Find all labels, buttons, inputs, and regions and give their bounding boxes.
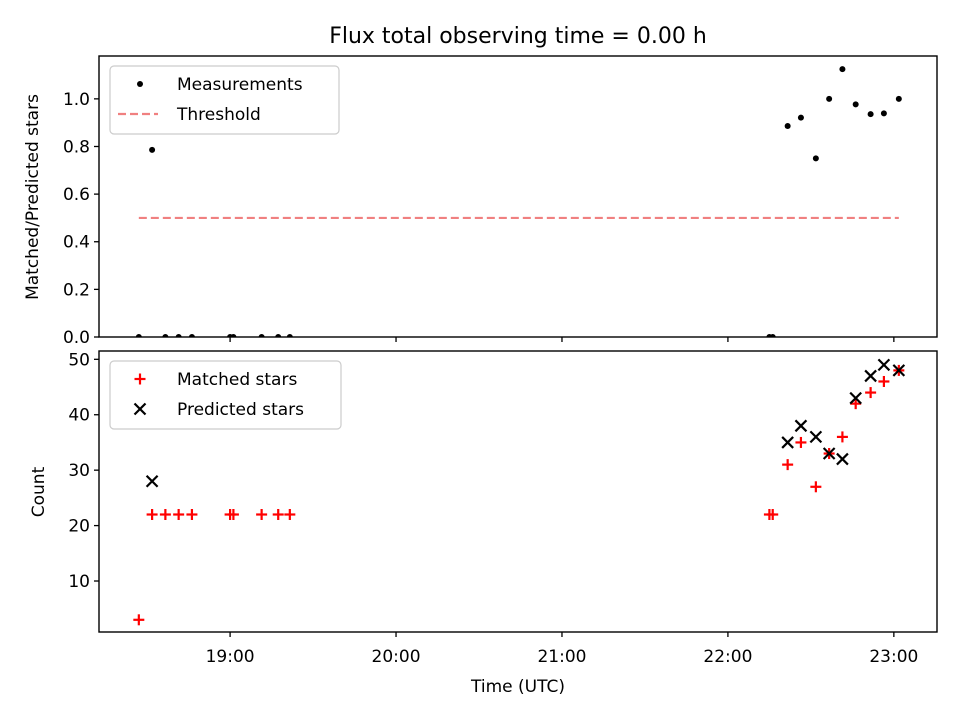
series-measurements-point [867, 111, 874, 118]
series-predicted-stars-point-b [794, 419, 808, 433]
series-measurements-point [286, 334, 293, 337]
series-matched-stars-point [133, 614, 145, 626]
series-predicted-stars-point-b [892, 364, 906, 377]
series-measurements-point [852, 101, 859, 108]
y-tick-label-ratio: 0.2 [63, 280, 90, 300]
series-measurements-point [188, 334, 195, 337]
panel-ratio-frame [98, 55, 938, 338]
series-measurements-point [826, 95, 833, 102]
series-predicted-stars-point [892, 364, 906, 377]
top-panel-y-axis-label: Matched/Predicted stars [23, 94, 43, 300]
series-measurements-point [175, 334, 182, 337]
legend-ratio-entry-label: Measurements [177, 75, 303, 95]
series-matched-stars-point [186, 509, 198, 521]
series-matched-stars-point [878, 375, 890, 387]
series-predicted-stars-point-b [781, 436, 794, 449]
series-measurements-point [230, 334, 237, 337]
chart-title: Flux total observing time = 0.00 h [329, 24, 707, 49]
y-tick-label-ratio: 0.0 [63, 328, 90, 348]
y-tick-label-ratio: 0.6 [63, 185, 90, 205]
panel-count-frame [98, 350, 938, 633]
panel-ratio-data [135, 66, 902, 337]
y-tick-label-count: 10 [68, 572, 90, 592]
series-predicted-stars-point [877, 358, 891, 372]
legend-ratio-entry-swatch [137, 81, 143, 87]
legend-count-entry-label: Predicted stars [177, 400, 304, 420]
series-predicted-stars-point-b [849, 391, 862, 405]
series-matched-stars-point [173, 509, 185, 521]
series-matched-stars-point [256, 509, 268, 521]
x-tick-label: 19:00 [206, 647, 255, 667]
y-tick-label-count: 30 [68, 461, 90, 481]
series-matched-stars-point [850, 398, 862, 410]
series-predicted-stars-point-b [836, 452, 849, 466]
panel-count: 10 20 30 40 50 19:00 20:00 21:00 22:00 23:00 Match… [68, 350, 938, 667]
series-predicted-stars-point [781, 436, 794, 449]
series-matched-stars-point [782, 459, 794, 471]
bottom-panel-y-axis-label: Count [29, 466, 49, 517]
series-predicted-stars-point [836, 452, 849, 466]
panel-count-data [133, 358, 906, 626]
y-tick-label-count: 50 [68, 350, 90, 370]
series-predicted-stars-point [145, 474, 159, 488]
series-measurements-point [895, 95, 902, 102]
series-measurements-point [149, 146, 156, 153]
series-measurements-point [784, 123, 791, 130]
y-tick-label-count: 20 [68, 517, 90, 537]
y-tick-label-count: 40 [68, 406, 90, 426]
series-measurements-point [797, 114, 804, 121]
series-predicted-stars-point-b [822, 447, 836, 460]
series-matched-stars-point [795, 436, 807, 448]
legend-count: Matched stars Predicted stars [109, 360, 342, 430]
series-matched-stars-point [227, 509, 239, 521]
x-tick-label: 21:00 [537, 647, 586, 667]
y-tick-label-ratio: 0.4 [63, 233, 90, 253]
series-predicted-stars-point [864, 369, 877, 383]
legend-count-entry-swatch-b [133, 402, 147, 416]
x-tick-label: 23:00 [869, 647, 918, 667]
y-tick-label-ratio: 1.0 [63, 90, 90, 110]
series-matched-stars-point [865, 387, 877, 399]
legend-count-entry-swatch [133, 402, 147, 416]
series-matched-stars-point [272, 509, 284, 521]
legend-count-entry-label: Matched stars [177, 370, 297, 390]
series-measurements-point [769, 334, 776, 337]
legend-ratio: Measurements Threshold [109, 65, 340, 135]
legend-count-entry-swatch [134, 373, 146, 385]
series-predicted-stars-point [849, 391, 862, 405]
series-predicted-stars-point [822, 447, 836, 460]
y-tick-label-ratio: 0.8 [63, 137, 90, 157]
series-matched-stars-point [159, 509, 171, 521]
series-matched-stars-point [146, 509, 158, 521]
series-matched-stars-point [810, 481, 822, 493]
series-predicted-stars-point-b [877, 358, 891, 372]
legend-ratio-box [109, 65, 340, 135]
series-predicted-stars-point [794, 419, 808, 433]
x-axis-label: Time (UTC) [470, 677, 565, 697]
series-measurements-point [839, 66, 846, 73]
series-measurements-point [135, 334, 142, 337]
legend-count-box [109, 360, 342, 430]
series-predicted-stars-point [809, 430, 823, 444]
series-measurements-point [162, 334, 169, 337]
legend-ratio-entry-label: Threshold [176, 105, 261, 125]
series-measurements-point [812, 155, 819, 162]
series-matched-stars-point [767, 509, 779, 521]
x-tick-label: 20:00 [372, 647, 421, 667]
panel-ratio: 0.0 0.2 0.4 0.6 0.8 1.0 Measurements Threshold [63, 55, 938, 348]
series-measurements-point [258, 334, 265, 337]
series-predicted-stars-point-b [145, 474, 159, 488]
series-measurements-point [275, 334, 282, 337]
x-tick-label: 22:00 [703, 647, 752, 667]
series-predicted-stars-point-b [809, 430, 823, 444]
series-measurements-point [880, 110, 887, 117]
series-predicted-stars-point-b [864, 369, 877, 383]
series-matched-stars-point [836, 431, 848, 443]
series-matched-stars-point [284, 509, 296, 521]
plot-layer: 0.0 0.2 0.4 0.6 0.8 1.0 Measurements Threshold 1… [63, 55, 938, 667]
